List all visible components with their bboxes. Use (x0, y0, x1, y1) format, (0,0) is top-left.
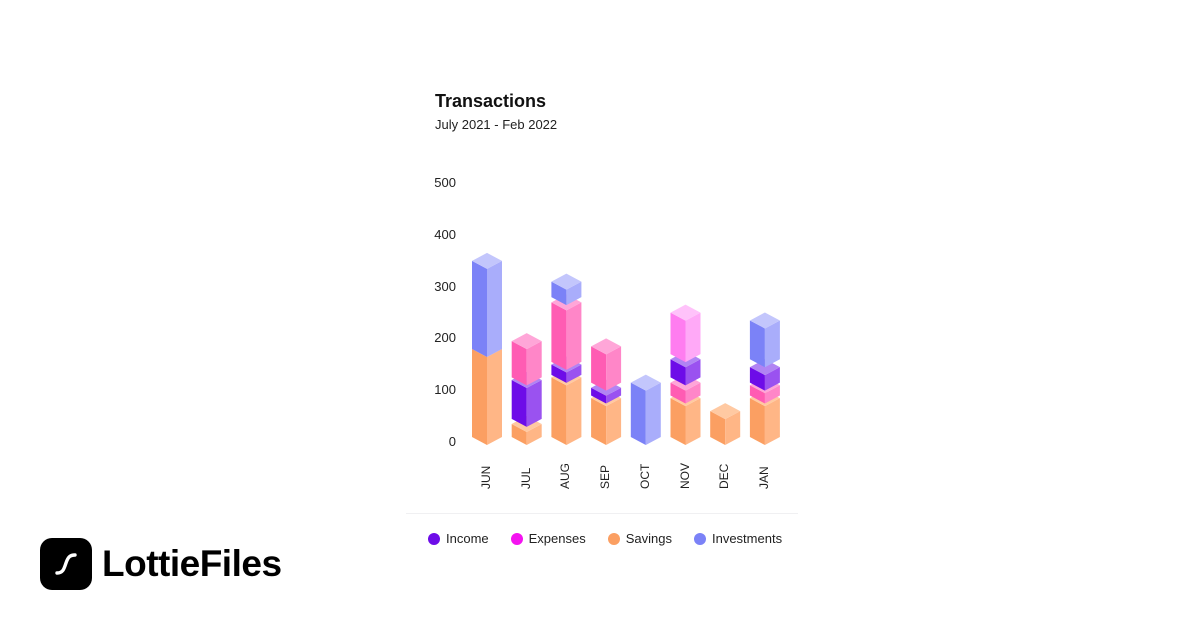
legend-divider (406, 513, 798, 514)
legend-label: Expenses (528, 531, 586, 546)
lottiefiles-logo-icon (40, 538, 92, 590)
legend-label: Savings (625, 531, 672, 546)
chart-subtitle: July 2021 - Feb 2022 (435, 117, 558, 132)
legend-item-investments[interactable]: Investments (693, 531, 783, 546)
legend: Income Expenses Savings Investments (428, 531, 804, 546)
legend-label: Income (446, 531, 489, 546)
bar-jul[interactable] (511, 333, 542, 445)
legend-label: Investments (711, 531, 783, 546)
bar-segment-investments[interactable] (630, 374, 661, 445)
bar-dec[interactable] (710, 403, 741, 445)
y-tick-label: 500 (434, 175, 456, 190)
bar-segment-expenses[interactable] (670, 304, 701, 363)
bar-segment-expenses[interactable] (511, 333, 542, 386)
legend-dot-icon (428, 532, 440, 545)
y-tick-label: 300 (434, 278, 456, 294)
bar-segment-investments[interactable] (472, 252, 502, 357)
legend-dot-icon (693, 532, 706, 545)
y-tick-label: 0 (448, 434, 456, 449)
bar-segment-expenses[interactable] (551, 294, 582, 370)
bar-oct[interactable] (630, 374, 661, 445)
bar-segment-savings[interactable] (670, 390, 701, 445)
bar-segment-investments[interactable] (551, 273, 582, 306)
bar-sep[interactable] (591, 338, 622, 445)
bar-jun[interactable] (472, 252, 502, 445)
legend-item-income[interactable]: Income (428, 531, 489, 546)
y-tick-label: 200 (434, 330, 456, 346)
brand-name: LottieFiles (102, 543, 282, 584)
y-tick-label: 100 (434, 382, 456, 398)
bar-jan[interactable] (749, 312, 780, 445)
bar-aug[interactable] (551, 273, 582, 445)
bar-segment-investments[interactable] (749, 312, 780, 368)
bar-nov[interactable] (670, 304, 701, 445)
bar-segment-savings[interactable] (710, 403, 741, 445)
chart-title: Transactions (435, 91, 547, 111)
y-tick-label: 400 (434, 226, 456, 242)
lottiefiles-logo[interactable]: LottieFiles (40, 538, 282, 590)
legend-item-savings[interactable]: Savings (607, 531, 672, 546)
legend-dot-icon (510, 532, 523, 545)
legend-dot-icon (607, 532, 620, 545)
legend-item-expenses[interactable]: Expenses (510, 531, 586, 546)
bar-segment-expenses[interactable] (591, 338, 622, 391)
